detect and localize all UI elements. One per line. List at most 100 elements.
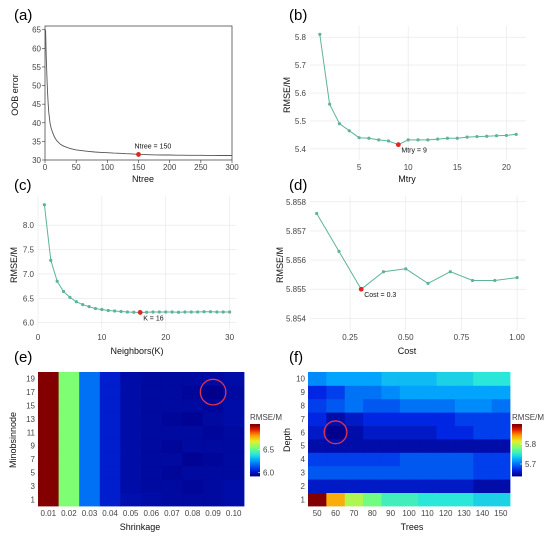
panel-e-heatmap-cell bbox=[120, 385, 142, 400]
panel-f-colorbar-segment bbox=[512, 465, 522, 468]
panel-d-rmse-vs-cost: (d) Cost RMSE/M 0.25 0.50 0.75 1.00 5.854 5.8… bbox=[275, 177, 526, 356]
panel-f-xtick-label: 120 bbox=[439, 509, 453, 518]
panel-d-xtick-label: 0.50 bbox=[398, 333, 414, 342]
panel-e-colorbar-segment bbox=[250, 473, 260, 476]
panel-f-heatmap-cell bbox=[308, 465, 327, 480]
panel-label-f: (f) bbox=[289, 349, 303, 366]
panel-e-colorbar-segment bbox=[250, 446, 260, 448]
panel-label-b: (b) bbox=[289, 7, 307, 24]
panel-f-heatmap-cell bbox=[454, 479, 474, 493]
panel-e-heatmap-cell bbox=[58, 465, 80, 480]
panel-f-heatmap-cell bbox=[326, 372, 346, 386]
panel-f-colorbar-segment bbox=[512, 440, 522, 443]
panel-f-heatmap-cell bbox=[436, 465, 456, 480]
panel-e-colorbar-segment bbox=[250, 447, 260, 450]
panel-f-heatmap-cell bbox=[308, 385, 327, 400]
panel-c-data-point bbox=[189, 310, 193, 314]
panel-e-heatmap-cell bbox=[161, 439, 183, 453]
panel-f-heatmap-cell bbox=[326, 452, 346, 467]
panel-f-heatmap-cell bbox=[363, 452, 382, 467]
panel-f-xtick-label: 60 bbox=[331, 509, 340, 518]
panel-a-xtick-label: 50 bbox=[72, 163, 81, 172]
panel-a-ytick-label: 30 bbox=[32, 156, 41, 165]
panel-e-heatmap-cell bbox=[141, 479, 162, 493]
panel-e-heatmap-cell bbox=[38, 465, 59, 480]
panel-f-heatmap-cell bbox=[491, 492, 511, 507]
panel-b-data-point bbox=[386, 139, 391, 143]
panel-f-heatmap-cell bbox=[344, 372, 364, 386]
panel-e-heatmap-cell bbox=[141, 425, 162, 440]
panel-e-colorbar-segment bbox=[250, 433, 260, 435]
panel-f-colorbar-segment bbox=[512, 433, 522, 435]
panel-e-heatmap-cell bbox=[58, 385, 80, 400]
panel-f-heatmap-cell bbox=[381, 479, 401, 493]
panel-c-data-point bbox=[144, 310, 149, 314]
panel-d-optimum-point bbox=[358, 286, 364, 292]
panel-f-heatmap-cell bbox=[344, 439, 364, 453]
panel-b-data-point bbox=[347, 129, 351, 133]
panel-f-heatmap-cell bbox=[326, 492, 346, 507]
panel-e-heatmap-cell bbox=[223, 412, 245, 426]
panel-e-colorbar-segment bbox=[250, 450, 260, 452]
panel-b-xtick-label: 15 bbox=[453, 163, 462, 172]
panel-e-heatmap-cell bbox=[161, 372, 183, 386]
panel-e-colorbar-segment bbox=[250, 472, 260, 474]
panel-e-xtick-label: 0.03 bbox=[82, 509, 98, 518]
panel-b-xlabel: Mtry bbox=[398, 174, 416, 184]
panel-f-heatmap-cell bbox=[399, 412, 419, 426]
panel-f-heatmap-cell bbox=[399, 372, 419, 386]
panel-f-heatmap-cell bbox=[491, 372, 511, 386]
panel-e-colorbar-segment bbox=[250, 443, 260, 446]
panel-c-xtick-label: 0 bbox=[36, 333, 41, 342]
panel-f-heatmap-cell bbox=[381, 425, 401, 440]
panel-f-xtick-label: 50 bbox=[313, 509, 322, 518]
panel-e-colorbar-title: RMSE/M bbox=[250, 413, 282, 422]
panel-c-rmse-vs-neighbors: (c) Neighbors(K) RMSE/M 0 10 20 30 6.0 6.5 7.0… bbox=[9, 177, 236, 356]
panel-b-ytick-label: 5.6 bbox=[295, 89, 307, 98]
panel-a-ytick-label: 45 bbox=[32, 100, 41, 109]
panel-f-heatmap-trees: (f) Trees Depth RMSE/M 50 60 70 80 90 100 110 1… bbox=[282, 349, 544, 532]
panel-e-heatmap-cell bbox=[120, 465, 142, 480]
panel-f-colorbar-segment bbox=[512, 469, 522, 472]
panel-e-xtick-label: 0.09 bbox=[205, 509, 221, 518]
panel-e-heatmap-cell bbox=[202, 425, 224, 440]
panel-d-xtick-label: 0.75 bbox=[454, 333, 470, 342]
panel-f-heatmap-cell bbox=[491, 465, 511, 480]
panel-b-data-point bbox=[426, 138, 430, 142]
panel-c-ytick-label: 7.0 bbox=[23, 270, 35, 279]
panel-e-heatmap-cell bbox=[161, 412, 183, 426]
panel-f-heatmap-cell bbox=[308, 412, 327, 426]
panel-f-heatmap-cell bbox=[418, 412, 437, 426]
panel-f-colorbar-segment bbox=[512, 447, 522, 450]
panel-e-heatmap-cell bbox=[120, 412, 142, 426]
panel-e-ytick-label: 19 bbox=[26, 375, 35, 384]
panel-f-heatmap-cell bbox=[308, 398, 327, 413]
panel-f-heatmap-cell bbox=[344, 425, 364, 440]
panel-f-colorbar-segment bbox=[512, 427, 522, 430]
panel-f-heatmap-cell bbox=[381, 385, 401, 400]
panel-e-heatmap-cell bbox=[161, 465, 183, 480]
panel-f-heatmap-cell bbox=[344, 465, 364, 480]
panel-d-xlabel: Cost bbox=[398, 346, 417, 356]
panel-f-heatmap-cell bbox=[344, 452, 364, 467]
panel-e-xtick-label: 0.07 bbox=[164, 509, 180, 518]
panel-e-heatmap-cell bbox=[141, 452, 162, 467]
panel-f-colorbar-segment bbox=[512, 451, 522, 453]
panel-f-colorbar-segment bbox=[512, 452, 522, 455]
panel-e-heatmap-cell bbox=[38, 412, 59, 426]
panel-e-heatmap-cell bbox=[141, 492, 162, 507]
panel-e-xtick-label: 0.08 bbox=[185, 509, 201, 518]
panel-f-colorbar-segment bbox=[512, 450, 522, 452]
panel-e-heatmap-cell bbox=[58, 412, 80, 426]
panel-f-colorbar-segment bbox=[512, 453, 522, 456]
panel-f-heatmap-cell bbox=[344, 479, 364, 493]
panel-e-heatmap-cell bbox=[182, 425, 204, 440]
panel-c-ytick-label: 7.5 bbox=[23, 246, 35, 255]
panel-f-heatmap-cell bbox=[436, 492, 456, 507]
panel-e-ylabel: Minobsinnode bbox=[8, 412, 18, 468]
panel-e-heatmap-cell bbox=[120, 479, 142, 493]
panel-a-xtick-label: 150 bbox=[132, 163, 146, 172]
panel-e-colorbar-segment bbox=[250, 463, 260, 465]
panel-e-heatmap-cell bbox=[182, 439, 204, 453]
panel-c-optimum-point bbox=[137, 310, 143, 315]
